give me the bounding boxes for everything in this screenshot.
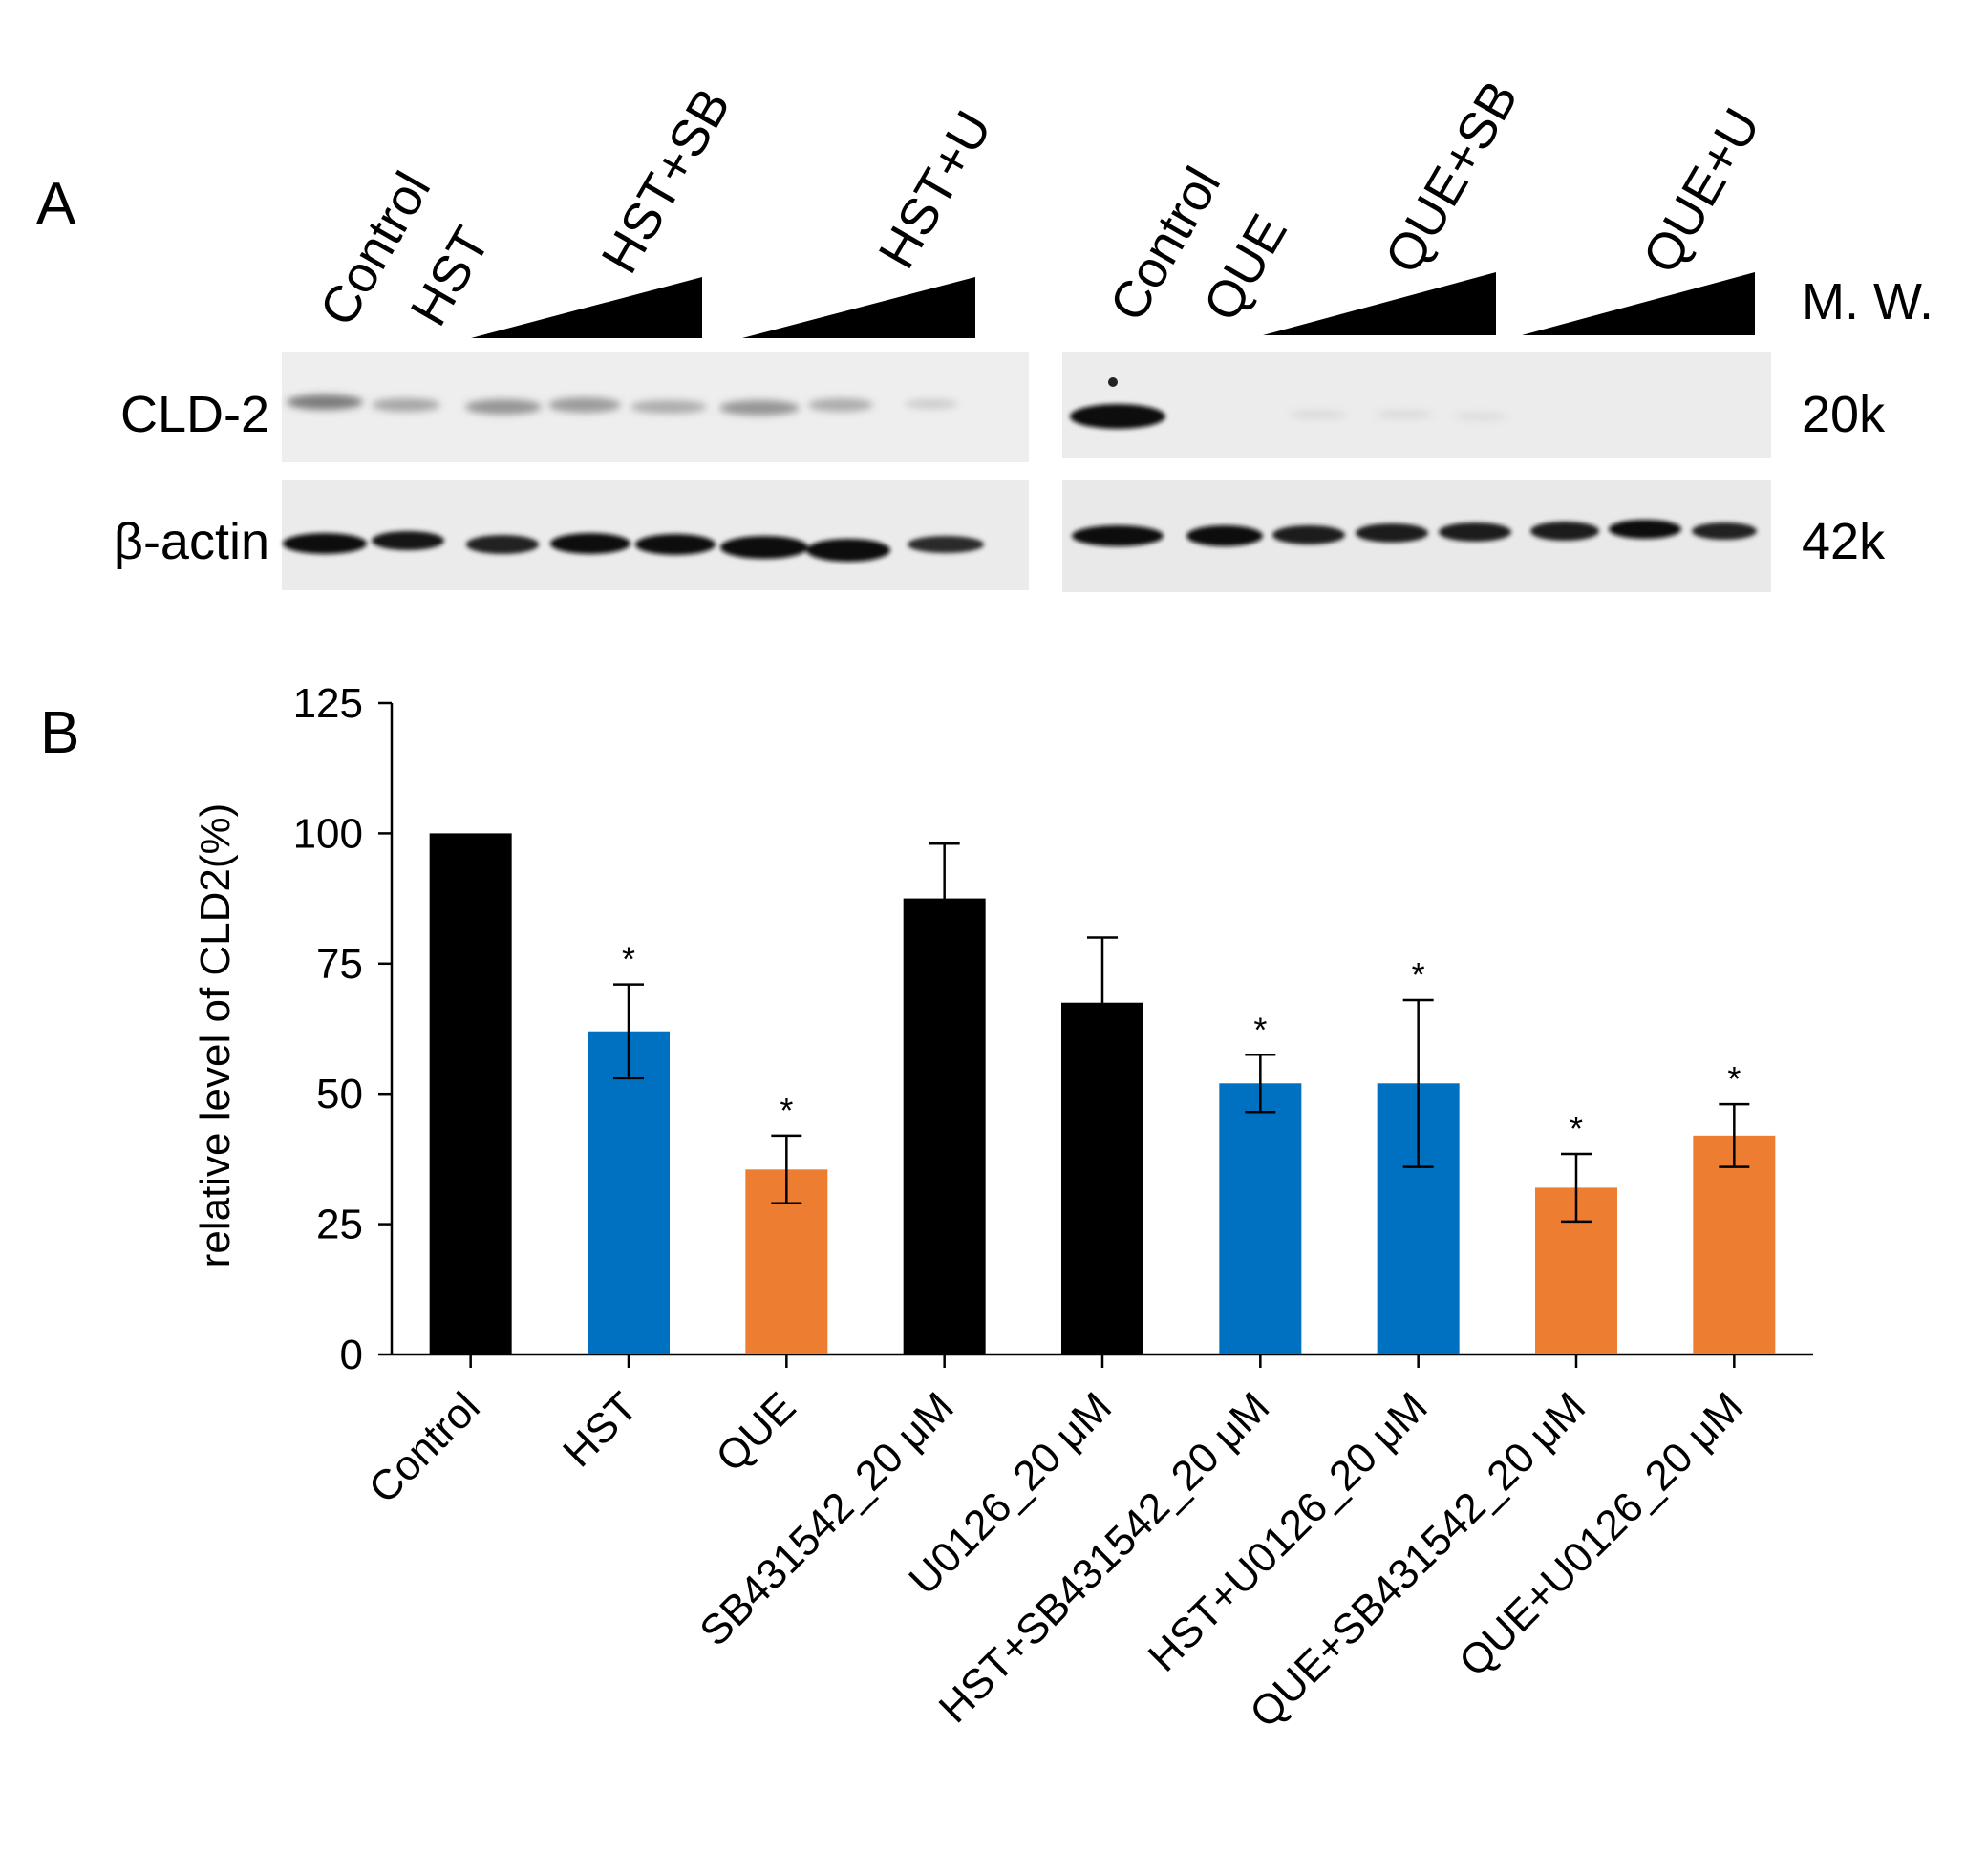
y-tick-label-25: 25 <box>316 1202 363 1248</box>
panel-b: B relative level of CLD2(%) 0 25 50 75 100 12… <box>40 680 1813 1737</box>
category-label-6: HST+SB431542_20 μM <box>930 1383 1279 1732</box>
dose-wedge-que-sb <box>1263 272 1496 335</box>
y-tick-label-125: 125 <box>293 680 363 727</box>
panel-a: A Control HST HST+SB HST+U Control QUE Q… <box>36 72 1934 592</box>
band-cld2-hst-sb-1 <box>465 399 542 415</box>
bands-actin-left <box>283 531 984 562</box>
band-actin-hst-u-2 <box>806 539 890 562</box>
band-cld2-hst-sb-3 <box>630 400 707 414</box>
panel-a-label: A <box>36 171 76 237</box>
row-label-cld2: CLD-2 <box>120 386 269 443</box>
significance-mark-7: * <box>1412 955 1425 994</box>
band-cld2-right-faint-1 <box>1290 411 1347 418</box>
category-label-2: HST <box>554 1383 647 1476</box>
band-cld2-right-control <box>1070 404 1165 429</box>
band-cld2-hst-u-1 <box>719 400 800 416</box>
significance-mark-9: * <box>1727 1059 1741 1098</box>
y-tick-label-0: 0 <box>340 1332 363 1378</box>
significance-mark-8: * <box>1570 1109 1583 1148</box>
category-label-1: Control <box>360 1383 489 1512</box>
band-cld2-hst-u-2 <box>808 398 873 412</box>
band-actin-right-que-sb-1 <box>1272 525 1345 544</box>
band-actin-hst-sb-1 <box>466 535 539 554</box>
band-actin-hst-sb-3 <box>635 534 716 555</box>
row-label-beta-actin: β-actin <box>114 513 269 570</box>
y-tick-label-75: 75 <box>316 941 363 988</box>
bar-9 <box>1693 1135 1776 1354</box>
group-label-hst-sb: HST+SB <box>590 79 741 283</box>
band-actin-right-que-sb-3 <box>1439 522 1511 542</box>
band-actin-hst-u-1 <box>720 536 808 559</box>
band-cld2-hst <box>372 398 440 412</box>
panel-b-label: B <box>40 700 79 766</box>
y-tick-label-50: 50 <box>316 1071 363 1118</box>
bar-4 <box>903 898 986 1354</box>
dose-wedge-hst-sb <box>471 277 702 338</box>
blot-cld2-right <box>1062 352 1771 458</box>
bar-6 <box>1219 1083 1302 1354</box>
group-label-que-sb: QUE+SB <box>1374 72 1528 283</box>
band-actin-hst-u-3 <box>908 536 984 553</box>
bands-cld2-right <box>1070 377 1507 429</box>
mw-cld2: 20k <box>1802 386 1886 443</box>
bar-2 <box>588 1031 670 1354</box>
band-cld2-right-speck <box>1108 377 1118 387</box>
bar-1 <box>429 833 512 1354</box>
band-actin-right-que-u-1 <box>1530 522 1599 541</box>
category-label-7: HST+U0126_20 μM <box>1140 1383 1437 1680</box>
y-axis-title: relative level of CLD2(%) <box>192 803 239 1268</box>
significance-mark-2: * <box>622 940 635 979</box>
bands-cld2-left <box>287 394 958 416</box>
category-label-9: QUE+U0126_20 μM <box>1450 1383 1752 1685</box>
y-tick-label-100: 100 <box>293 810 363 857</box>
significance-mark-3: * <box>780 1091 793 1130</box>
dose-wedge-que-u <box>1522 272 1755 335</box>
band-cld2-hst-sb-2 <box>548 397 621 413</box>
band-cld2-right-faint-2 <box>1376 411 1433 418</box>
group-label-que-u: QUE+U <box>1632 99 1771 283</box>
band-actin-control <box>283 533 367 554</box>
band-actin-right-que <box>1186 525 1263 546</box>
band-cld2-right-faint-3 <box>1454 413 1507 420</box>
band-actin-hst <box>372 531 444 550</box>
band-actin-hst-sb-2 <box>550 533 630 554</box>
bands-actin-right <box>1072 520 1757 546</box>
category-label-3: QUE <box>707 1383 804 1481</box>
group-label-hst-u: HST+U <box>867 101 1002 278</box>
band-actin-right-que-u-3 <box>1692 522 1757 540</box>
band-actin-right-control <box>1072 525 1164 546</box>
mw-header: M. W. <box>1802 273 1934 330</box>
band-cld2-control <box>287 394 363 410</box>
mw-beta-actin: 42k <box>1802 513 1886 570</box>
band-actin-right-que-sb-2 <box>1356 523 1428 543</box>
band-cld2-hst-u-3 <box>905 399 958 409</box>
band-actin-right-que-u-2 <box>1609 520 1681 539</box>
dose-wedge-hst-u <box>742 277 975 338</box>
bar-chart: 0255075100125Control*HST*QUESB431542_20 … <box>293 680 1813 1737</box>
significance-mark-6: * <box>1253 1010 1267 1049</box>
